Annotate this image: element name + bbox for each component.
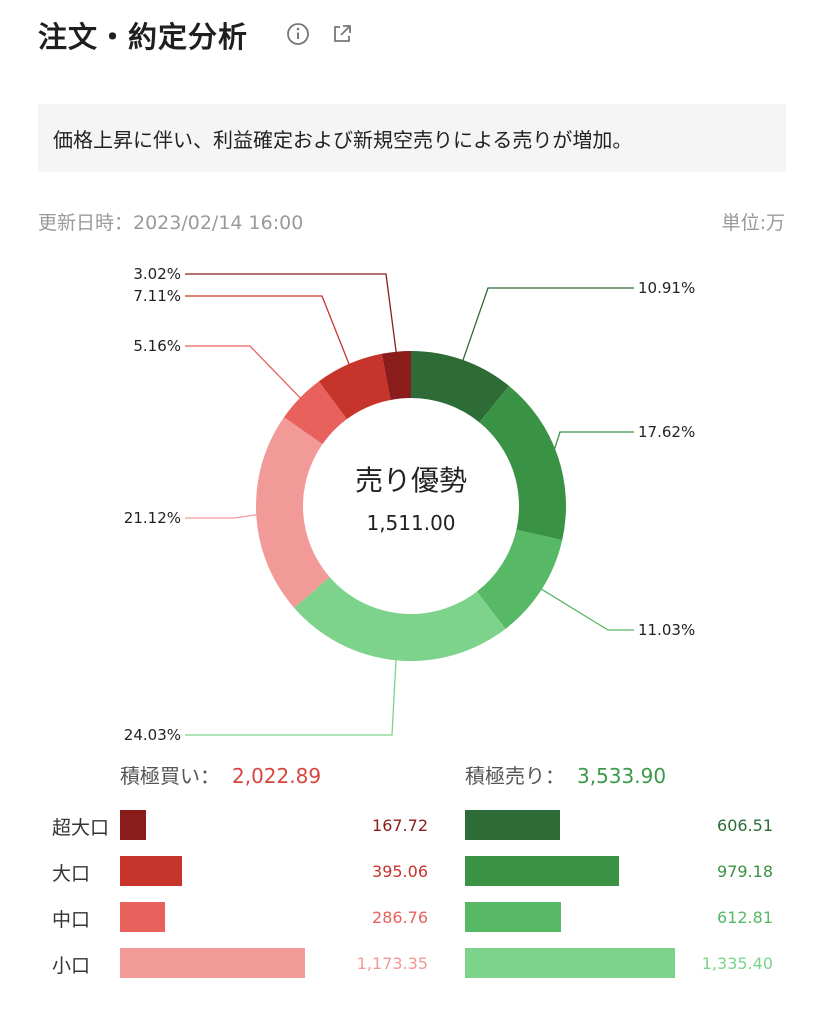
- slice-percent-label: 10.91%: [638, 279, 695, 297]
- buy-value: 167.72: [372, 816, 428, 835]
- buy-total: 積極買い： 2,022.89: [120, 760, 321, 789]
- slice-buy-large[interactable]: [318, 353, 391, 420]
- leader-line: [460, 287, 634, 366]
- sell-value: 606.51: [717, 816, 773, 835]
- donut-chart: 10.91% 17.62% 11.03% 24.03% 21.12% 5.16% 7.11%…: [124, 265, 695, 744]
- row-label: 大口: [52, 863, 91, 885]
- buy-bar: [120, 902, 166, 932]
- slice-sell-small[interactable]: [294, 576, 506, 661]
- row-label: 小口: [52, 955, 91, 977]
- page-title: 注文・約定分析: [38, 20, 249, 54]
- buy-bar: [120, 810, 147, 840]
- row-label: 中口: [52, 909, 91, 931]
- slice-percent-label: 17.62%: [638, 423, 695, 441]
- slice-sell-mid[interactable]: [476, 529, 563, 629]
- slice-percent-label: 5.16%: [133, 337, 181, 355]
- slice-percent-label: 21.12%: [124, 509, 181, 527]
- buy-total-label: 積極買い：: [120, 764, 220, 788]
- slice-percent-label: 3.02%: [133, 265, 181, 283]
- center-value: 1,511.00: [366, 511, 455, 535]
- leader-line: [185, 345, 305, 403]
- sell-total-value: 3,533.90: [577, 764, 667, 788]
- slice-buy-small[interactable]: [256, 417, 330, 608]
- sell-bar: [465, 902, 562, 932]
- leader-line: [185, 513, 263, 519]
- leader-line: [185, 654, 397, 736]
- sell-value: 1,335.40: [701, 954, 773, 973]
- sell-value: 979.18: [717, 862, 773, 881]
- update-timestamp: 更新日時：2023/02/14 16:00: [38, 212, 304, 234]
- row-label: 超大口: [52, 817, 110, 839]
- leader-line: [185, 273, 398, 358]
- sell-bar: [465, 948, 675, 978]
- info-icon[interactable]: [286, 22, 310, 46]
- sell-total-label: 積極売り：: [465, 764, 565, 788]
- sell-bar: [465, 810, 561, 840]
- unit-label: 単位:万: [721, 212, 785, 234]
- leader-line: [536, 585, 634, 631]
- leader-line: [185, 295, 352, 370]
- slice-sell-super[interactable]: [411, 351, 510, 423]
- leader-line: [551, 431, 634, 458]
- center-title: 売り優勢: [355, 464, 467, 497]
- buy-total-value: 2,022.89: [232, 764, 322, 788]
- buy-value: 395.06: [372, 862, 428, 881]
- sell-value: 612.81: [717, 908, 773, 927]
- summary-text: 価格上昇に伴い、利益確定および新規空売りによる売りが増加。: [53, 128, 633, 152]
- buy-bar: [120, 856, 183, 886]
- slice-buy-super[interactable]: [381, 351, 411, 400]
- slice-percent-label: 7.11%: [133, 287, 181, 305]
- buy-bar: [120, 948, 305, 978]
- slice-sell-large[interactable]: [479, 386, 566, 541]
- sell-total: 積極売り： 3,533.90: [465, 760, 666, 789]
- buy-value: 286.76: [372, 908, 428, 927]
- slice-percent-label: 24.03%: [124, 726, 181, 744]
- summary-box: 価格上昇に伴い、利益確定および新規空売りによる売りが増加。: [38, 104, 786, 172]
- slice-buy-mid[interactable]: [283, 381, 347, 445]
- share-icon[interactable]: [330, 22, 354, 46]
- slice-percent-label: 11.03%: [638, 621, 695, 639]
- sell-bar: [465, 856, 619, 886]
- buy-value: 1,173.35: [356, 954, 428, 973]
